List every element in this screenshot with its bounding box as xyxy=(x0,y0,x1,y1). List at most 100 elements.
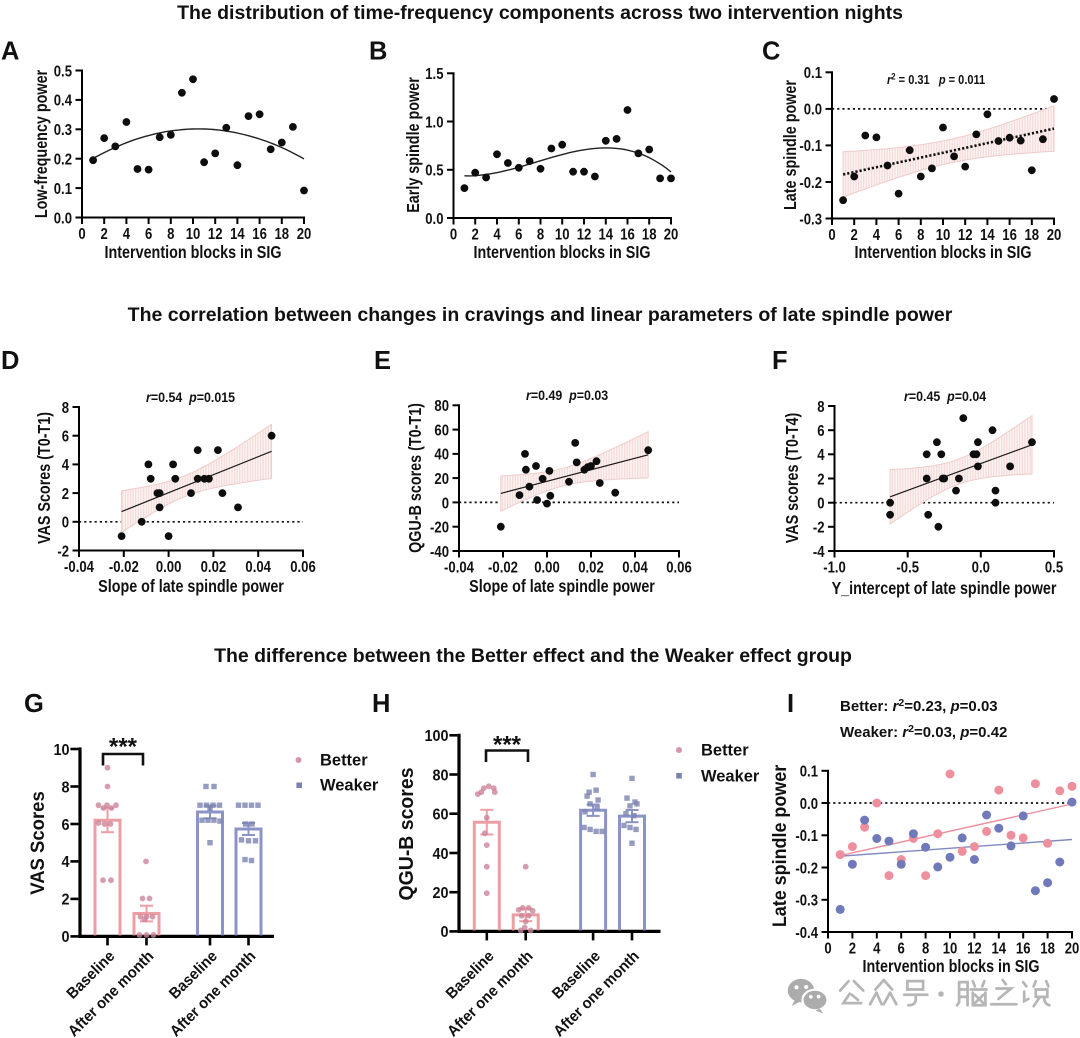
svg-text:-0.1: -0.1 xyxy=(795,828,818,845)
svg-text:0.1: 0.1 xyxy=(54,181,72,198)
svg-text:10: 10 xyxy=(186,226,201,243)
svg-text:1.5: 1.5 xyxy=(425,66,443,83)
svg-text:0.00: 0.00 xyxy=(156,559,182,576)
svg-text:14: 14 xyxy=(599,226,614,243)
svg-text:0.2: 0.2 xyxy=(54,151,72,168)
svg-text:0.0: 0.0 xyxy=(54,210,72,227)
svg-text:B: B xyxy=(369,38,387,66)
svg-text:60: 60 xyxy=(434,422,449,439)
svg-text:H: H xyxy=(372,690,390,718)
svg-text:Low-frequency power: Low-frequency power xyxy=(33,70,52,218)
svg-text:-40: -40 xyxy=(430,544,449,561)
svg-text:Intervention blocks in SIG: Intervention blocks in SIG xyxy=(863,958,1040,977)
svg-text:0.02: 0.02 xyxy=(201,559,227,576)
svg-text:-4: -4 xyxy=(813,544,825,561)
svg-text:Better: Better xyxy=(701,740,749,759)
svg-text:2: 2 xyxy=(61,891,69,909)
svg-text:-0.5: -0.5 xyxy=(896,559,919,576)
svg-text:0.1: 0.1 xyxy=(800,763,818,780)
svg-text:Y_intercept of late spindle po: Y_intercept of late spindle power xyxy=(832,580,1057,599)
svg-text:Late spindle power: Late spindle power xyxy=(768,765,790,927)
svg-text:6: 6 xyxy=(62,428,69,445)
svg-text:Early spindle power: Early spindle power xyxy=(405,77,424,213)
svg-text:2: 2 xyxy=(817,471,824,488)
svg-text:0.06: 0.06 xyxy=(290,559,316,576)
svg-text:14: 14 xyxy=(992,940,1007,957)
svg-text:-0.04: -0.04 xyxy=(444,559,475,576)
svg-text:14: 14 xyxy=(230,226,245,243)
svg-text:0: 0 xyxy=(62,514,69,531)
svg-text:Slope of late spindle power: Slope of late spindle power xyxy=(469,578,655,597)
svg-text:6: 6 xyxy=(817,423,824,440)
svg-text:0.4: 0.4 xyxy=(54,93,73,110)
svg-text:18: 18 xyxy=(1025,227,1040,244)
svg-text:Intervention blocks in SIG: Intervention blocks in SIG xyxy=(105,244,282,263)
svg-text:0: 0 xyxy=(442,495,449,512)
svg-text:r=0.54 p=0.015: r=0.54 p=0.015 xyxy=(146,390,235,406)
svg-text:4: 4 xyxy=(817,447,825,464)
svg-text:40: 40 xyxy=(434,447,449,464)
svg-text:18: 18 xyxy=(275,226,290,243)
svg-text:0: 0 xyxy=(828,227,835,244)
svg-text:6: 6 xyxy=(895,227,902,244)
svg-text:0.06: 0.06 xyxy=(666,559,692,576)
svg-text:G: G xyxy=(24,690,44,718)
svg-text:r=0.45 p=0.04: r=0.45 p=0.04 xyxy=(904,389,987,405)
svg-text:100: 100 xyxy=(424,727,448,745)
svg-text:4: 4 xyxy=(123,226,131,243)
svg-text:***: *** xyxy=(109,734,138,761)
svg-text:0.5: 0.5 xyxy=(54,63,72,80)
svg-text:10: 10 xyxy=(53,741,69,759)
svg-text:-0.04: -0.04 xyxy=(64,559,95,576)
svg-text:0.3: 0.3 xyxy=(54,122,72,139)
svg-text:-1.0: -1.0 xyxy=(823,559,846,576)
svg-text:20: 20 xyxy=(432,884,448,902)
svg-text:C: C xyxy=(762,38,780,66)
svg-text:2: 2 xyxy=(472,226,479,243)
svg-text:0.04: 0.04 xyxy=(245,559,271,576)
svg-text:12: 12 xyxy=(967,940,982,957)
svg-text:6: 6 xyxy=(145,226,152,243)
svg-text:2: 2 xyxy=(62,486,69,503)
svg-text:80: 80 xyxy=(434,398,449,415)
svg-text:-0.2: -0.2 xyxy=(795,860,818,877)
svg-text:Weaker: Weaker xyxy=(320,775,379,794)
svg-text:-2: -2 xyxy=(813,520,825,537)
svg-text:***: *** xyxy=(493,732,522,759)
svg-text:8: 8 xyxy=(922,940,929,957)
svg-text:0: 0 xyxy=(817,495,824,512)
svg-text:20: 20 xyxy=(1065,940,1080,957)
svg-text:2: 2 xyxy=(101,226,108,243)
svg-text:12: 12 xyxy=(208,226,223,243)
svg-text:0: 0 xyxy=(440,924,448,942)
svg-text:-0.4: -0.4 xyxy=(795,925,818,942)
svg-text:12: 12 xyxy=(958,227,973,244)
svg-text:14: 14 xyxy=(980,227,995,244)
svg-text:20: 20 xyxy=(1047,227,1062,244)
svg-text:8: 8 xyxy=(62,400,69,417)
svg-text:16: 16 xyxy=(252,226,267,243)
svg-text:20: 20 xyxy=(434,471,449,488)
svg-text:20: 20 xyxy=(297,226,312,243)
svg-text:VAS Scores: VAS Scores xyxy=(28,791,50,895)
svg-text:20: 20 xyxy=(664,226,679,243)
svg-text:QGU-B scores (T0-T1): QGU-B scores (T0-T1) xyxy=(407,403,426,553)
svg-text:-0.2: -0.2 xyxy=(799,175,822,192)
svg-text:-0.02: -0.02 xyxy=(488,559,518,576)
svg-text:4: 4 xyxy=(873,940,881,957)
svg-text:4: 4 xyxy=(873,227,881,244)
svg-text:80: 80 xyxy=(432,767,448,785)
svg-text:0: 0 xyxy=(450,226,457,243)
svg-text:40: 40 xyxy=(432,845,448,863)
svg-text:8: 8 xyxy=(917,227,924,244)
svg-text:16: 16 xyxy=(1002,227,1017,244)
svg-text:Intervention blocks in SIG: Intervention blocks in SIG xyxy=(474,244,651,263)
svg-text:16: 16 xyxy=(620,226,635,243)
svg-text:The distribution of time-frequ: The distribution of time-frequency compo… xyxy=(177,2,903,24)
svg-text:0.02: 0.02 xyxy=(578,559,604,576)
svg-text:The difference between the Bet: The difference between the Better effect… xyxy=(214,645,852,667)
svg-text:r=0.49 p=0.03: r=0.49 p=0.03 xyxy=(526,388,608,404)
svg-text:8: 8 xyxy=(537,226,544,243)
svg-text:4: 4 xyxy=(61,854,70,872)
svg-text:-20: -20 xyxy=(430,519,449,536)
